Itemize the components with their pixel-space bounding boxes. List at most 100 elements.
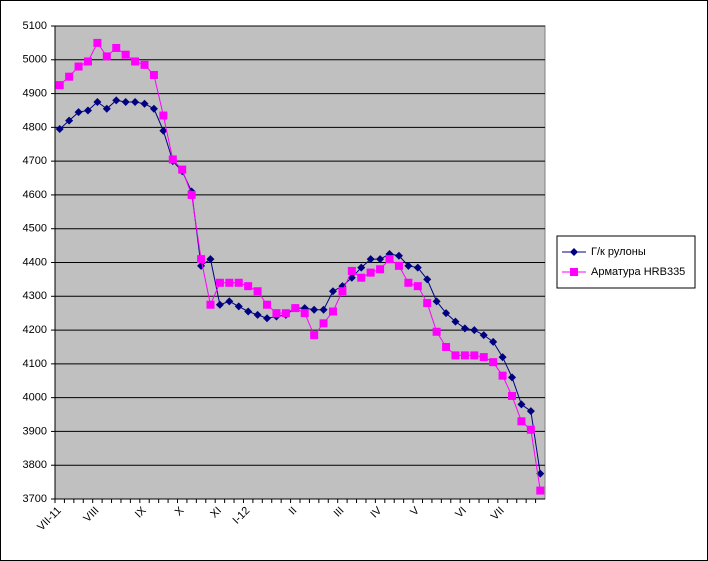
- point: [159, 111, 168, 120]
- point: [83, 106, 92, 115]
- point: [83, 57, 92, 66]
- point: [357, 263, 366, 272]
- point: [442, 309, 451, 318]
- point: [394, 251, 403, 260]
- point: [394, 261, 403, 270]
- point: [149, 70, 158, 79]
- point: [149, 104, 158, 113]
- point: [508, 391, 517, 400]
- point: [347, 266, 356, 275]
- legend-label: Г/к рулоны: [591, 246, 646, 258]
- point: [489, 358, 498, 367]
- point: [291, 304, 300, 313]
- point: [281, 309, 290, 318]
- point: [479, 331, 488, 340]
- point: [225, 297, 234, 306]
- point: [432, 327, 441, 336]
- legend-label: Арматура HRB335: [591, 266, 685, 278]
- point: [517, 417, 526, 426]
- point: [376, 255, 385, 264]
- point: [131, 98, 140, 107]
- point: [451, 317, 460, 326]
- point: [112, 96, 121, 105]
- point: [102, 104, 111, 113]
- point: [263, 314, 272, 323]
- point: [168, 155, 177, 164]
- point: [131, 57, 140, 66]
- point: [300, 309, 309, 318]
- point: [74, 108, 83, 117]
- legend-box: [556, 235, 696, 289]
- y-tick-label: 4200: [23, 324, 47, 336]
- point: [460, 324, 469, 333]
- point: [508, 373, 517, 382]
- point: [93, 38, 102, 47]
- legend-marker: [570, 268, 578, 276]
- point: [517, 400, 526, 409]
- point: [413, 263, 422, 272]
- y-tick-label: 4700: [23, 155, 47, 167]
- point: [536, 486, 545, 495]
- point: [187, 190, 196, 199]
- point: [65, 116, 74, 125]
- point: [253, 287, 262, 296]
- point: [479, 353, 488, 362]
- point: [357, 273, 366, 282]
- point: [498, 353, 507, 362]
- point: [404, 261, 413, 270]
- point: [328, 307, 337, 316]
- series-line: [59, 99, 541, 474]
- point: [263, 300, 272, 309]
- point: [102, 52, 111, 61]
- point: [526, 407, 535, 416]
- y-tick-label: 5000: [23, 54, 47, 66]
- point: [310, 331, 319, 340]
- point: [234, 278, 243, 287]
- point: [310, 305, 319, 314]
- point: [244, 307, 253, 316]
- series-line: [59, 41, 541, 491]
- point: [215, 300, 224, 309]
- y-tick-label: 3700: [23, 493, 47, 505]
- point: [225, 278, 234, 287]
- point: [65, 72, 74, 81]
- point: [432, 297, 441, 306]
- point: [328, 287, 337, 296]
- point: [442, 342, 451, 351]
- point: [366, 255, 375, 264]
- legend: Г/к рулоны Арматура HRB335: [556, 235, 696, 289]
- point: [55, 81, 64, 90]
- point: [140, 99, 149, 108]
- point: [319, 305, 328, 314]
- point: [376, 265, 385, 274]
- point: [178, 165, 187, 174]
- y-tick-label: 4300: [23, 290, 47, 302]
- y-tick-label: 4900: [23, 87, 47, 99]
- point: [319, 319, 328, 328]
- point: [489, 337, 498, 346]
- point: [451, 351, 460, 360]
- point: [140, 60, 149, 69]
- point: [93, 98, 102, 107]
- y-tick-label: 4400: [23, 256, 47, 268]
- point: [215, 278, 224, 287]
- point: [244, 282, 253, 291]
- y-tick-label: 3900: [23, 425, 47, 437]
- y-tick-label: 4100: [23, 358, 47, 370]
- point: [470, 351, 479, 360]
- point: [413, 282, 422, 291]
- y-tick-label: 4800: [23, 121, 47, 133]
- y-tick-label: 3800: [23, 459, 47, 471]
- point: [385, 255, 394, 264]
- point: [74, 62, 83, 71]
- y-tick-label: 5100: [23, 20, 47, 32]
- point: [234, 302, 243, 311]
- point: [460, 351, 469, 360]
- point: [55, 125, 64, 134]
- point: [159, 126, 168, 135]
- legend-marker: [570, 248, 578, 256]
- point: [121, 98, 130, 107]
- point: [470, 326, 479, 335]
- point: [423, 299, 432, 308]
